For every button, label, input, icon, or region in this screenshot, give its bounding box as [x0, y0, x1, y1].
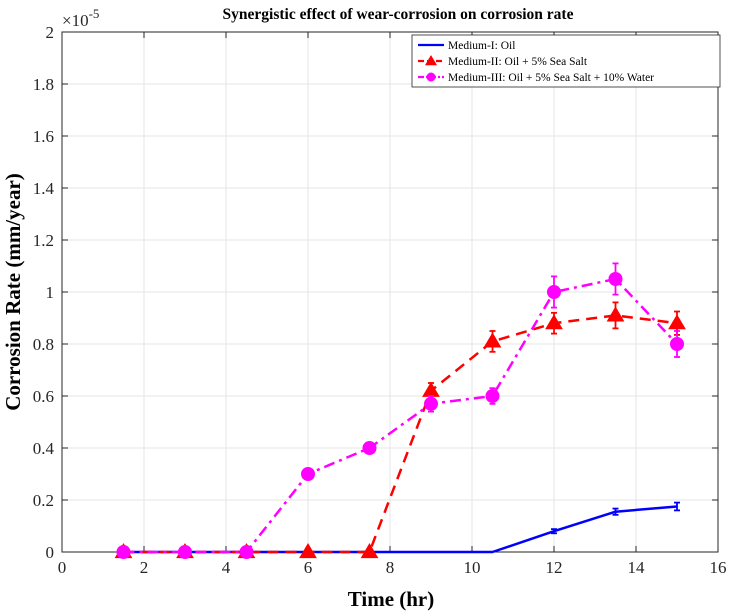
- data-point: [424, 396, 438, 411]
- y-multiplier-label: ×10-5: [62, 6, 99, 30]
- x-tick-label: 0: [58, 558, 67, 577]
- data-point: [116, 545, 131, 559]
- data-point: [360, 543, 379, 559]
- data-point: [483, 332, 502, 348]
- y-multiplier-base: ×10: [62, 11, 89, 30]
- y-axis-label: Corrosion Rate (mm/year): [1, 173, 25, 411]
- data-point: [547, 285, 561, 299]
- chart-title: Synergistic effect of wear-corrosion on …: [223, 6, 574, 23]
- data-point: [668, 314, 686, 330]
- y-multiplier-exponent: -5: [89, 6, 100, 21]
- axis-ticks: 0 2 4 6 8 10 12 14 16 0 0.2 0.4 0.6 0.8 1 1.2 1.4 1.6 1.8 2: [33, 23, 727, 577]
- y-tick-label: 0.2: [33, 491, 54, 510]
- x-tick-label: 14: [628, 558, 646, 577]
- legend-marker: [426, 72, 436, 82]
- series-line: [123, 277, 678, 554]
- x-tick-label: 4: [222, 558, 231, 577]
- data-point: [299, 543, 317, 559]
- legend-label: Medium-III: Oil + 5% Sea Salt + 10% Wate…: [448, 72, 654, 84]
- data-point: [485, 389, 500, 403]
- data-point: [608, 272, 623, 286]
- y-tick-label: 1: [46, 283, 55, 302]
- legend: Medium-I: Oil Medium-II: Oil + 5% Sea Sal…: [411, 34, 721, 88]
- y-tick-label: 1.2: [33, 231, 54, 250]
- legend-entry-2: Medium-II: Oil + 5% Sea Salt: [418, 55, 588, 68]
- legend-entry-3: Medium-III: Oil + 5% Sea Salt + 10% Wate…: [418, 72, 654, 84]
- data-point: [670, 337, 684, 351]
- legend-marker: [425, 55, 437, 66]
- legend-entry-1: Medium-I: Oil: [418, 40, 515, 52]
- data-point: [301, 467, 315, 481]
- y-tick-label: 0: [46, 543, 55, 562]
- legend-label: Medium-I: Oil: [448, 40, 515, 52]
- y-tick-label: 1.4: [33, 179, 55, 198]
- x-tick-label: 16: [710, 558, 727, 577]
- y-tick-label: 1.8: [33, 75, 54, 94]
- data-point: [545, 314, 563, 330]
- data-point: [362, 441, 377, 455]
- y-tick-label: 2: [46, 23, 55, 42]
- legend-label: Medium-II: Oil + 5% Sea Salt: [448, 56, 588, 68]
- y-tick-label: 0.4: [33, 439, 55, 458]
- data-point: [606, 306, 625, 322]
- data-point: [239, 545, 254, 559]
- y-tick-label: 0.8: [33, 335, 54, 354]
- x-tick-label: 10: [464, 558, 481, 577]
- legend-box: [411, 34, 721, 88]
- x-tick-label: 8: [386, 558, 395, 577]
- y-tick-label: 0.6: [33, 387, 54, 406]
- x-tick-label: 12: [546, 558, 563, 577]
- y-tick-label: 1.6: [33, 127, 54, 146]
- x-tick-label: 2: [140, 558, 149, 577]
- x-axis-label: Time (hr): [348, 587, 435, 611]
- series-line: [123, 314, 678, 554]
- x-tick-label: 6: [304, 558, 313, 577]
- series-3: [116, 262, 684, 559]
- data-point: [178, 545, 192, 559]
- series-layer: [114, 262, 686, 559]
